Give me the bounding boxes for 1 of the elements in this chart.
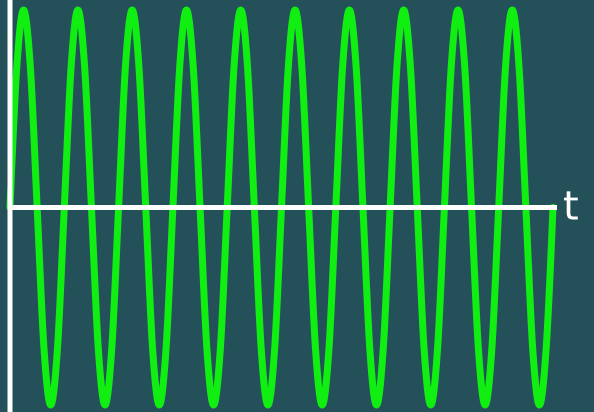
- x-axis-title: t: [563, 184, 579, 230]
